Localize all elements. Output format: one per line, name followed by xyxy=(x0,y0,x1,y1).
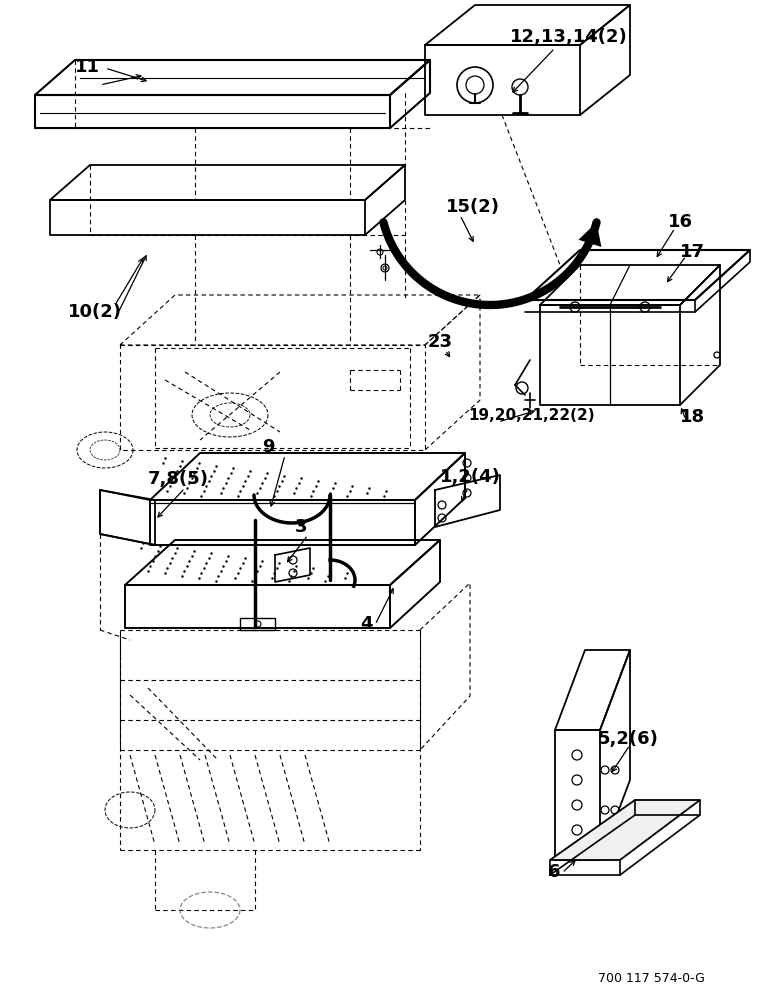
Text: 6: 6 xyxy=(548,863,560,881)
Text: 15(2): 15(2) xyxy=(446,198,500,216)
Text: 9: 9 xyxy=(262,438,275,456)
Text: 11: 11 xyxy=(75,58,100,76)
Polygon shape xyxy=(578,222,601,247)
Text: 16: 16 xyxy=(668,213,693,231)
Text: 4: 4 xyxy=(360,615,373,633)
Text: 18: 18 xyxy=(680,408,705,426)
Text: 23: 23 xyxy=(428,333,453,351)
Text: 19,20,21,22(2): 19,20,21,22(2) xyxy=(468,408,594,423)
Text: 1,2(4): 1,2(4) xyxy=(440,468,501,486)
Polygon shape xyxy=(550,800,700,860)
Text: 17: 17 xyxy=(680,243,705,261)
Text: 700 117 574-0-G: 700 117 574-0-G xyxy=(598,972,705,985)
Text: 12,13,14(2): 12,13,14(2) xyxy=(510,28,628,46)
Text: 10(2): 10(2) xyxy=(68,303,122,321)
Text: 5,2(6): 5,2(6) xyxy=(598,730,659,748)
Text: 3: 3 xyxy=(295,518,307,536)
Text: 7,8(5): 7,8(5) xyxy=(148,470,209,488)
